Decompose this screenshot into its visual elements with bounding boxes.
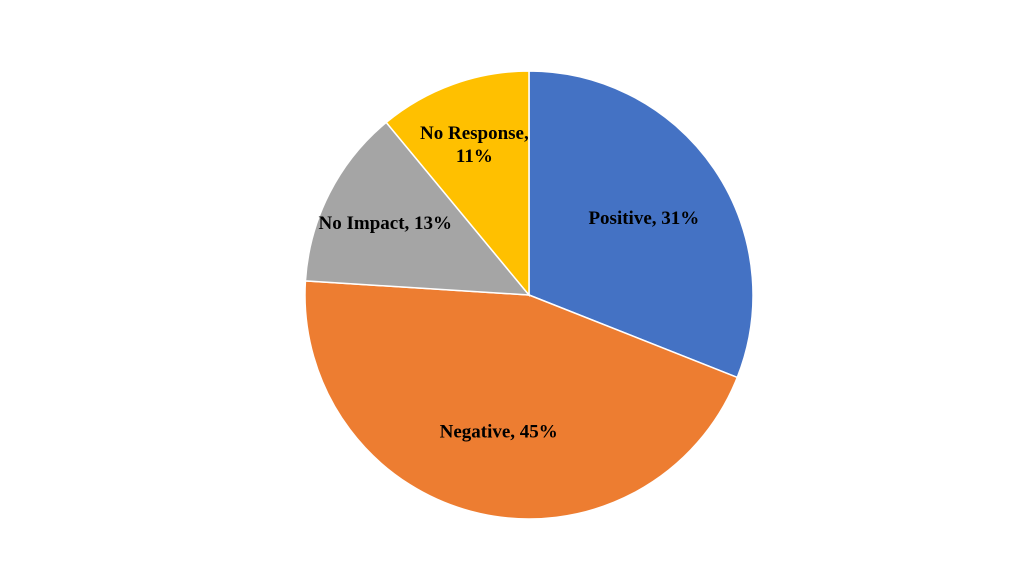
pie-label-line: No Impact, 13% bbox=[319, 213, 453, 234]
pie-slice-no-response bbox=[385, 70, 530, 298]
pie-slice-negative bbox=[304, 280, 739, 520]
pie-label-line: 11% bbox=[456, 146, 493, 167]
pie-label-no-impact: No Impact, 13% bbox=[319, 213, 453, 234]
pie-label-negative: Negative, 45% bbox=[440, 422, 558, 443]
pie-slices bbox=[304, 70, 754, 520]
pie-label-positive: Positive, 31% bbox=[588, 208, 699, 229]
pie-labels: Positive, 31% Negative, 45% No Impact, 13%… bbox=[319, 123, 700, 443]
pie-label-line: Negative, 45% bbox=[440, 422, 558, 443]
pie-slice-no-impact bbox=[304, 121, 531, 296]
pie-label-line: No Response, bbox=[420, 123, 529, 144]
pie-label-line: Positive, 31% bbox=[588, 208, 699, 229]
pie-slice-positive bbox=[528, 70, 754, 379]
pie-label-no-response: No Response, 11% bbox=[420, 123, 529, 167]
